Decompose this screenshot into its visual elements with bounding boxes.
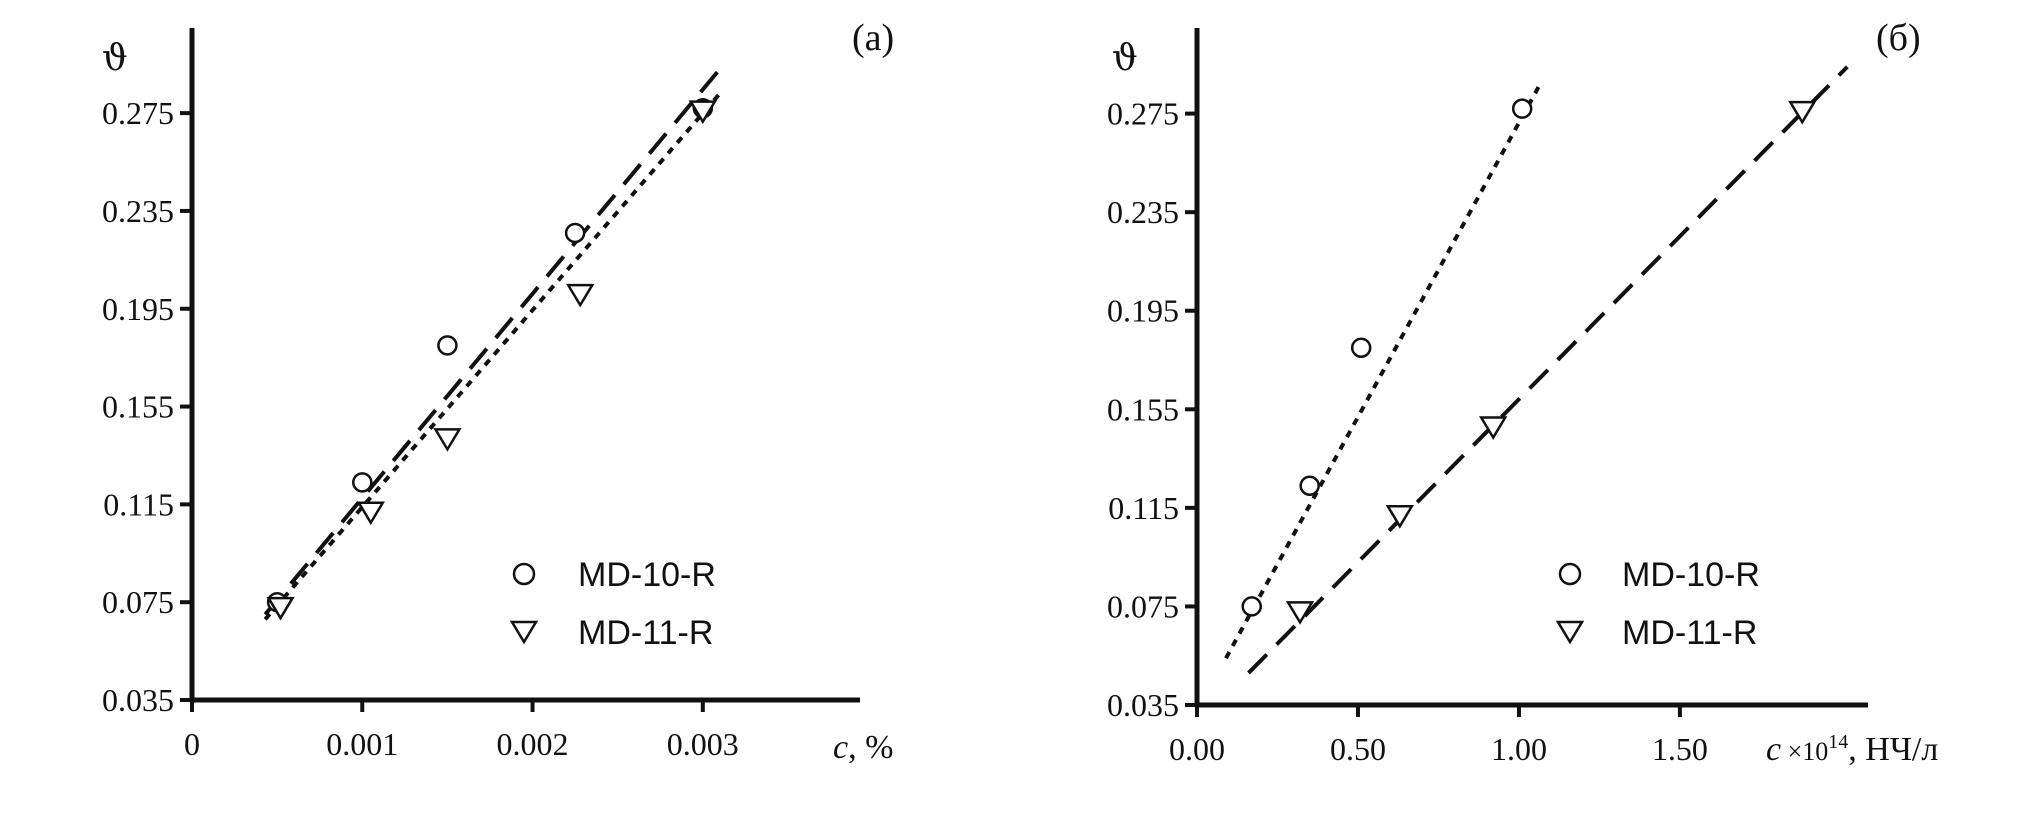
panel-b-points <box>1241 98 1817 625</box>
legend-triangle-marker <box>1555 620 1585 645</box>
panel-b-legend: MD-10-R MD-11-R <box>1555 556 1760 652</box>
y-tick-label: 0.035 <box>1107 687 1179 723</box>
panel-b-x-ticks: 0.00 0.50 1.00 1.50 <box>1169 705 1708 767</box>
panel-a-x-ticks: 0 0.001 0.002 0.003 <box>184 700 739 762</box>
y-tick-label: 0.275 <box>102 95 174 131</box>
panel-b-label: (б) <box>1876 17 1921 59</box>
panel-b-x-label-unit: , НЧ/л <box>1848 731 1938 768</box>
panel-a-x-label-unit: , % <box>848 729 893 766</box>
y-tick-label: 0.115 <box>103 486 174 522</box>
md11-data-point <box>433 428 462 452</box>
panel-b-y-axis-label: ϑ <box>1112 38 1138 79</box>
panel-a-x-axis-label: c, % <box>833 729 893 766</box>
panel-b-x-label-var: c <box>1766 731 1781 768</box>
panel-a-trendlines <box>263 67 722 621</box>
x-tick-label: 0.003 <box>667 726 739 762</box>
x-tick-label: 1.50 <box>1652 731 1708 767</box>
x-tick-label: 0.002 <box>497 726 569 762</box>
panel-a-x-label-var: c <box>833 729 848 766</box>
md10-data-point <box>1299 475 1320 496</box>
legend-triangle-marker <box>509 620 539 645</box>
panel-a-y-ticks: 0.035 0.075 0.115 0.155 0.195 0.235 0.275 <box>102 95 192 718</box>
y-tick-label: 0.235 <box>1107 194 1179 230</box>
panel-a-legend-label-md11: MD-11-R <box>578 614 713 652</box>
md10-data-point <box>1350 337 1372 358</box>
md11-data-point <box>266 596 295 621</box>
md10-data-point <box>1241 596 1262 617</box>
x-tick-label: 0.00 <box>1169 731 1225 767</box>
panel-b-trendlines <box>1224 65 1849 675</box>
panel-a-legend: MD-10-R MD-11-R <box>509 556 716 652</box>
md10-trendline <box>1224 80 1544 660</box>
y-tick-label: 0.235 <box>102 193 174 229</box>
y-tick-label: 0.115 <box>1108 490 1179 526</box>
md11-data-point <box>1478 416 1508 440</box>
panel-b: (б) ϑ 0.035 0.075 0.115 0.155 0.195 0.235 0.27… <box>1107 17 1938 768</box>
panel-b-y-ticks: 0.035 0.075 0.115 0.155 0.195 0.235 0.275 <box>1107 96 1197 723</box>
md10-data-point <box>564 222 586 244</box>
legend-circle-marker <box>512 562 536 586</box>
y-tick-label: 0.195 <box>1107 293 1179 329</box>
y-tick-label: 0.275 <box>1107 96 1179 132</box>
y-tick-label: 0.195 <box>102 291 174 327</box>
panel-b-legend-label-md10: MD-10-R <box>1622 556 1760 594</box>
panel-a-label: (a) <box>852 17 894 59</box>
y-tick-label: 0.075 <box>1107 588 1179 624</box>
md11-data-point <box>566 283 595 308</box>
md11-data-point <box>688 100 718 125</box>
x-tick-label: 0 <box>184 726 200 762</box>
md10-data-point <box>437 335 458 356</box>
y-tick-label: 0.035 <box>102 682 174 718</box>
y-tick-label: 0.155 <box>102 389 174 425</box>
md11-trendline <box>263 67 722 616</box>
md11-data-point <box>1385 505 1415 529</box>
md11-trendline <box>1247 65 1849 675</box>
x-tick-label: 0.50 <box>1330 731 1386 767</box>
md10-data-point <box>352 472 373 493</box>
panel-a-legend-label-md10: MD-10-R <box>578 556 716 594</box>
md11-data-point <box>1285 601 1315 625</box>
panel-b-legend-label-md11: MD-11-R <box>1622 614 1757 652</box>
x-tick-label: 1.00 <box>1491 731 1547 767</box>
y-tick-label: 0.075 <box>102 584 174 620</box>
panel-b-x-label-mult: ×10 <box>1781 737 1828 766</box>
panel-a-y-axis-label: ϑ <box>102 38 128 79</box>
legend-circle-marker <box>1558 562 1582 586</box>
panel-b-x-label-exp: 14 <box>1828 731 1848 753</box>
panel-a: (a) ϑ 0.035 0.075 0.115 0.155 0.195 0.235 0.27… <box>102 17 894 766</box>
md10-data-point <box>1511 98 1533 119</box>
panel-b-x-axis-label: c ×1014, НЧ/л <box>1766 731 1938 768</box>
panel-a-points <box>266 97 718 621</box>
md11-data-point <box>1788 100 1817 125</box>
y-tick-label: 0.155 <box>1107 391 1179 427</box>
md10-trendline <box>263 92 722 621</box>
md11-data-point <box>356 501 385 526</box>
x-tick-label: 0.001 <box>326 726 398 762</box>
